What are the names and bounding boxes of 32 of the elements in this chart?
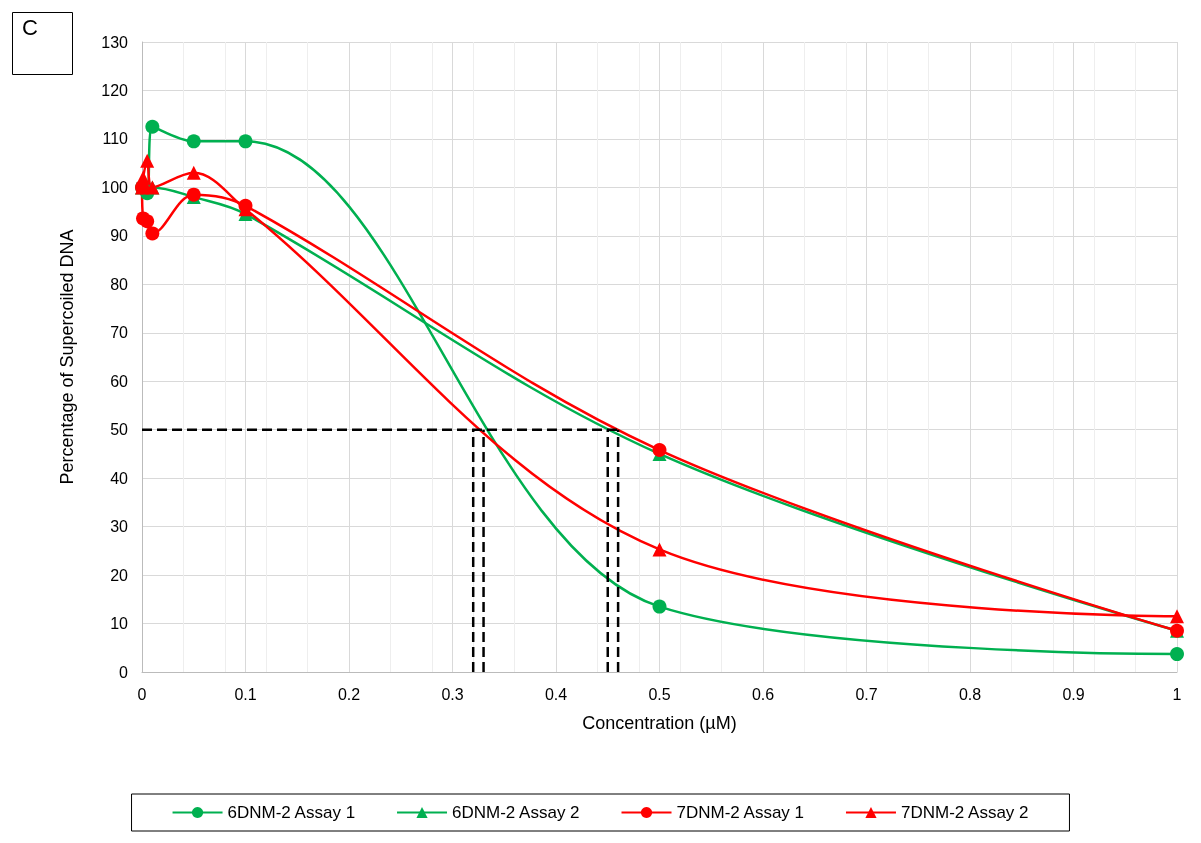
- legend-label: 7DNM-2 Assay 1: [676, 803, 805, 822]
- x-axis-title: Concentration (µM): [582, 713, 737, 733]
- y-tick-label: 20: [110, 566, 129, 584]
- y-tick-label: 100: [101, 178, 129, 196]
- y-tick-label: 10: [110, 615, 129, 633]
- y-tick-label: 40: [110, 469, 129, 487]
- x-tick-label: 0.9: [1062, 685, 1085, 703]
- y-tick-label: 60: [110, 372, 129, 390]
- x-tick-label: 0.4: [544, 685, 568, 703]
- y-tick-label: 30: [110, 518, 129, 536]
- x-tick-label: 0.8: [958, 685, 982, 703]
- y-tick-label: 120: [101, 81, 129, 99]
- y-tick-label: 50: [110, 421, 129, 439]
- text: C: [22, 14, 38, 40]
- x-tick-label: 1: [1172, 685, 1182, 703]
- legend-label: 6DNM-2 Assay 2: [452, 803, 580, 822]
- x-tick-label: 0.5: [648, 685, 671, 703]
- x-tick-label: 0.7: [855, 685, 878, 703]
- legend-label: 7DNM-2 Assay 2: [900, 803, 1029, 822]
- y-axis-title: Percentage of Supercoiled DNA: [57, 229, 77, 485]
- legend-label: 6DNM-2 Assay 1: [227, 803, 356, 822]
- y-tick-label: 130: [101, 33, 129, 51]
- y-tick-label: 80: [110, 275, 129, 293]
- x-tick-label: 0.3: [441, 685, 464, 703]
- x-tick-label: 0.6: [751, 685, 775, 703]
- y-tick-label: 110: [102, 130, 129, 148]
- y-tick-label: 90: [110, 227, 129, 245]
- y-tick-label: 70: [110, 324, 129, 342]
- y-tick-label: 0: [119, 663, 129, 681]
- x-tick-label: 0.1: [234, 685, 257, 703]
- x-tick-label: 0: [137, 685, 147, 703]
- x-tick-label: 0.2: [337, 685, 361, 703]
